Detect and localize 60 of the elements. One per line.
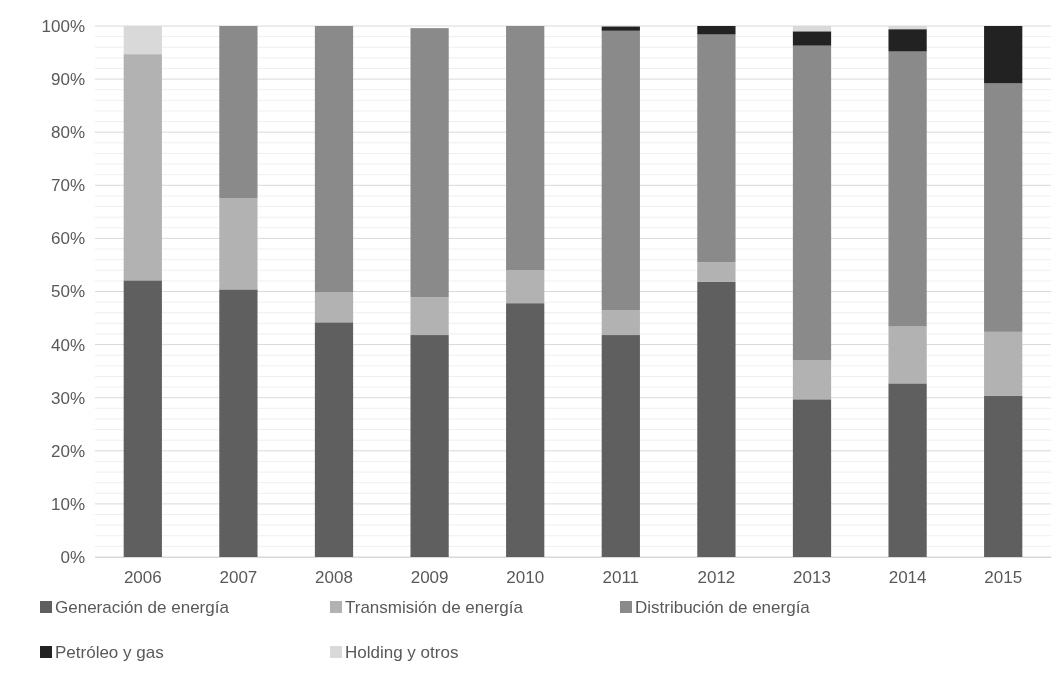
y-tick-label: 20% bbox=[50, 441, 85, 461]
bar bbox=[410, 335, 449, 557]
x-tick-label: 2015 bbox=[984, 568, 1023, 588]
x-tick-label: 2007 bbox=[219, 568, 258, 588]
y-tick-label: 90% bbox=[50, 70, 85, 90]
bar bbox=[601, 26, 640, 31]
y-tick-label: 40% bbox=[50, 335, 85, 355]
bar bbox=[506, 303, 545, 557]
bar bbox=[984, 395, 1023, 557]
legend-label: Transmisión de energía bbox=[345, 598, 524, 617]
bar bbox=[314, 26, 354, 293]
y-tick-label: 0% bbox=[60, 547, 85, 567]
bar bbox=[792, 399, 832, 557]
bar bbox=[219, 26, 258, 199]
bar bbox=[601, 310, 640, 336]
y-tick-label: 60% bbox=[50, 229, 85, 249]
y-tick-label: 30% bbox=[50, 388, 85, 408]
bar bbox=[123, 54, 162, 281]
bar bbox=[219, 289, 258, 557]
legend-label: Holding y otros bbox=[345, 643, 459, 662]
bar bbox=[888, 326, 927, 384]
bar bbox=[123, 280, 162, 557]
bar bbox=[792, 31, 832, 46]
bar bbox=[984, 83, 1023, 332]
bar bbox=[888, 29, 927, 52]
bar bbox=[888, 51, 927, 327]
bar bbox=[314, 292, 354, 323]
bar bbox=[792, 360, 832, 400]
legend-label: Petróleo y gas bbox=[55, 643, 164, 662]
x-tick-label: 2011 bbox=[602, 568, 640, 588]
y-tick-label: 70% bbox=[50, 176, 85, 196]
bar bbox=[697, 34, 736, 263]
x-tick-label: 2009 bbox=[410, 568, 449, 588]
x-tick-label: 2013 bbox=[793, 568, 831, 588]
bar bbox=[410, 297, 449, 336]
x-tick-label: 2014 bbox=[888, 568, 927, 588]
bar bbox=[697, 262, 736, 282]
bar bbox=[506, 26, 545, 271]
bar bbox=[792, 45, 832, 360]
x-tick-label: 2010 bbox=[506, 568, 545, 588]
y-tick-label: 100% bbox=[41, 16, 85, 36]
y-tick-label: 50% bbox=[50, 282, 85, 302]
bar bbox=[601, 335, 640, 557]
bar bbox=[984, 331, 1023, 396]
y-tick-label: 10% bbox=[50, 494, 85, 514]
bar bbox=[697, 26, 736, 35]
bar bbox=[888, 383, 927, 557]
bar bbox=[219, 198, 258, 290]
legend-label: Generación de energía bbox=[55, 598, 230, 617]
bar bbox=[410, 28, 449, 298]
x-tick-label: 2008 bbox=[315, 568, 353, 588]
x-tick-label: 2006 bbox=[123, 568, 162, 588]
bar bbox=[601, 30, 640, 311]
y-tick-label: 80% bbox=[50, 123, 85, 143]
bar bbox=[984, 26, 1023, 84]
x-tick-label: 2012 bbox=[697, 568, 736, 588]
bar bbox=[314, 322, 354, 557]
bar bbox=[697, 281, 736, 557]
bar bbox=[506, 270, 545, 304]
legend-label: Distribución de energía bbox=[635, 598, 811, 617]
